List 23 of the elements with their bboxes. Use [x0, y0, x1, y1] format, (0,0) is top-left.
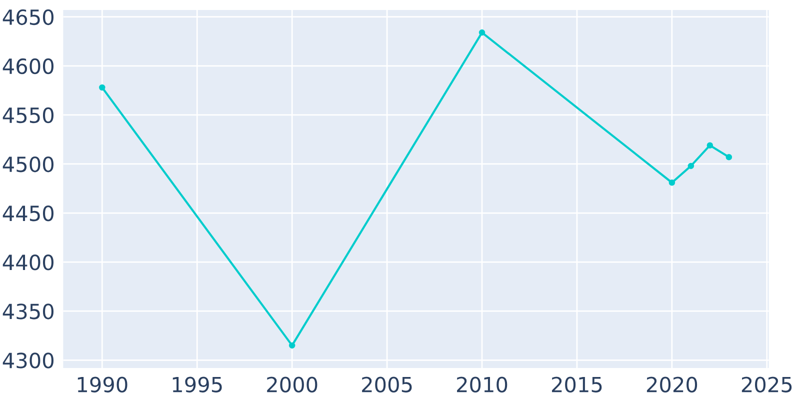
y-tick-label: 4550	[2, 107, 54, 124]
point	[288, 342, 296, 349]
point	[726, 154, 732, 160]
y-tick-label: 4500	[2, 156, 54, 172]
y-tick-label: 4400	[2, 254, 54, 270]
y-tick-label: 4600	[2, 58, 54, 74]
y-tick-label: 4450	[2, 205, 54, 222]
x-tick-label: 1995	[172, 376, 222, 392]
x-tick-label: 2020	[646, 376, 698, 392]
y-tick-label: 4300	[2, 352, 54, 368]
point	[99, 84, 106, 91]
point	[668, 180, 676, 186]
point	[478, 29, 486, 36]
x-tick-label: 2000	[267, 376, 318, 392]
x-tick-label: 2005	[362, 376, 412, 392]
x-tick-label: 2010	[457, 376, 508, 392]
x-tick-label: 1990	[78, 376, 128, 392]
y-tick-label: 4650	[2, 9, 54, 26]
x-tick-label: 2025	[742, 376, 792, 392]
point	[706, 142, 714, 148]
y-tick-label: 4350	[2, 304, 54, 320]
x-tick-label: 2015	[552, 376, 602, 392]
point	[688, 162, 694, 170]
